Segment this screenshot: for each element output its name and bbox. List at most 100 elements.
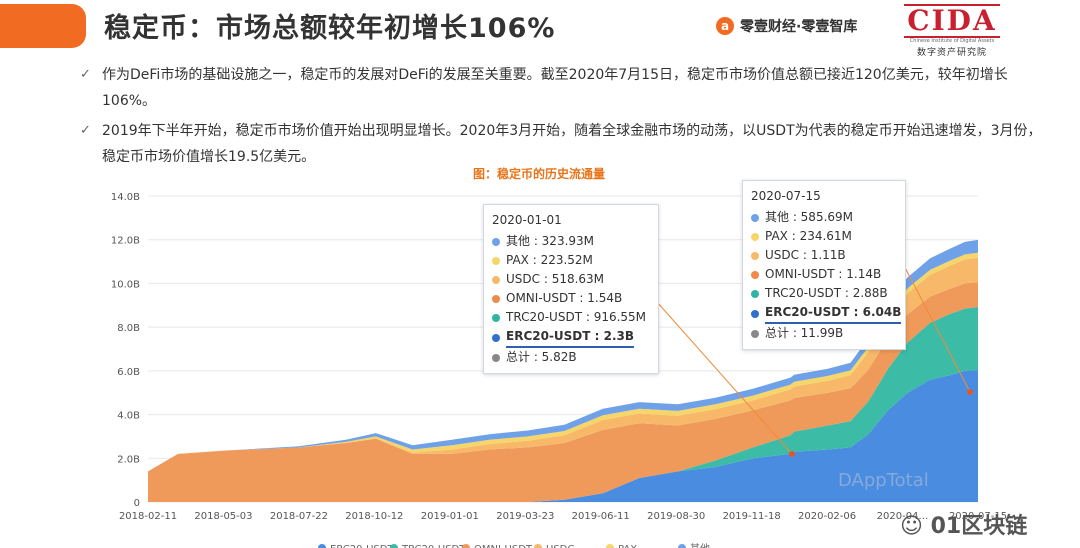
x-tick-label: 2019-03-23 — [496, 511, 554, 522]
tooltip-row-label: TRC20-USDT : 2.88B — [765, 286, 888, 300]
legend-label: USDC — [546, 544, 574, 548]
tooltip-row-label: ERC20-USDT : 2.3B — [506, 327, 635, 348]
series-dot-icon — [751, 270, 759, 279]
x-tick-label: 2019-11-18 — [723, 511, 781, 522]
tooltip-row-label: 总计 : 11.99B — [765, 326, 844, 340]
series-dot-icon — [751, 213, 759, 222]
series-dot-icon — [492, 237, 500, 246]
y-tick-label: 0 — [134, 498, 140, 509]
tooltip-row: 其他 : 585.69M — [751, 208, 897, 227]
tooltip-row-label: PAX : 223.52M — [506, 253, 593, 267]
check-icon: ✓ — [80, 67, 91, 82]
y-tick-label: 14.0B — [111, 192, 140, 203]
cida-english-name: Chinese Institute of Digital Assets — [909, 38, 995, 44]
tooltip-marker — [789, 451, 795, 457]
tooltip-row: PAX : 234.61M — [751, 227, 897, 246]
tooltip-row-label: TRC20-USDT : 916.55M — [506, 310, 647, 324]
tooltip-row: USDC : 1.11B — [751, 246, 897, 265]
tooltip-row-label: OMNI-USDT : 1.54B — [506, 291, 623, 305]
bullet-item: ✓ 2019年下半年开始，稳定币市场价值开始出现明显增长。2020年3月开始，随… — [80, 118, 1042, 170]
x-tick-label: 2019-01-01 — [421, 511, 479, 522]
legend-label: TRC20-USDT — [401, 544, 466, 548]
tooltip-row: USDC : 518.63M — [492, 270, 650, 289]
x-tick-label: 2018-05-03 — [194, 511, 252, 522]
y-tick-label: 10.0B — [111, 279, 140, 290]
bullet-text: 2019年下半年开始，稳定币市场价值开始出现明显增长。2020年3月开始，随着全… — [102, 123, 1042, 165]
cida-logo-text: CIDA — [904, 4, 1000, 38]
y-tick-label: 8.0B — [117, 323, 140, 334]
y-tick-label: 6.0B — [117, 367, 140, 378]
series-dot-icon — [751, 251, 759, 260]
tooltip-row: OMNI-USDT : 1.14B — [751, 265, 897, 284]
tooltip-2020-07-15: 2020-07-15 其他 : 585.69M PAX : 234.61M USDC… — [742, 180, 906, 350]
legend-dot — [534, 544, 542, 548]
x-tick-label: 2019-08-30 — [647, 511, 705, 522]
cida-logo: CIDA Chinese Institute of Digital Assets… — [904, 4, 1000, 58]
tooltip-row: 其他 : 323.93M — [492, 232, 650, 251]
tooltip-row: 总计 : 5.82B — [492, 348, 650, 367]
legend-dot — [678, 544, 686, 548]
tooltip-marker — [967, 389, 973, 395]
x-tick-label: 2020-02-06 — [798, 511, 856, 522]
x-tick-label: 2019-06-11 — [572, 511, 630, 522]
tooltip-row-label: ERC20-USDT : 6.04B — [765, 303, 902, 324]
tooltip-row-label: 其他 : 585.69M — [765, 210, 854, 224]
x-tick-label: 2018-10-12 — [345, 511, 403, 522]
wechat-icon: ☺ — [900, 514, 923, 539]
tooltip-row: PAX : 223.52M — [492, 251, 650, 270]
series-dot-icon — [751, 309, 759, 318]
x-tick-label: 2018-02-11 — [119, 511, 177, 522]
tooltip-row: ERC20-USDT : 6.04B — [751, 303, 902, 324]
area-series-TRC20-USDT — [148, 307, 978, 502]
dapptotal-watermark: DAppTotal — [838, 470, 929, 491]
x-tick-label: 2020-07-15 — [949, 511, 1007, 522]
series-dot-icon — [492, 333, 500, 342]
tooltip-row-label: USDC : 518.63M — [506, 272, 605, 286]
tooltip-row-label: OMNI-USDT : 1.14B — [765, 267, 882, 281]
series-dot-icon — [492, 275, 500, 284]
legend-label: PAX — [618, 544, 637, 548]
y-tick-label: 12.0B — [111, 236, 140, 247]
title-accent-tab — [0, 4, 86, 48]
tooltip-row: 总计 : 11.99B — [751, 324, 897, 343]
series-dot-icon — [492, 294, 500, 303]
tooltip-row: TRC20-USDT : 2.88B — [751, 284, 897, 303]
legend-dot — [318, 544, 326, 548]
series-dot-icon — [751, 289, 759, 298]
chart-title: 图：稳定币的历史流通量 — [473, 167, 606, 181]
brand-name: 零壹财经·零壹智库 — [740, 19, 858, 35]
legend-dot — [606, 544, 614, 548]
check-icon: ✓ — [80, 123, 91, 138]
tooltip-row-label: USDC : 1.11B — [765, 248, 846, 262]
x-tick-label: 2020-04… — [877, 511, 929, 522]
series-dot-icon — [751, 232, 759, 241]
tooltip-row-label: PAX : 234.61M — [765, 229, 852, 243]
tooltip-row-label: 总计 : 5.82B — [506, 350, 577, 364]
tooltip-row: OMNI-USDT : 1.54B — [492, 289, 650, 308]
cida-chinese-name: 数字资产研究院 — [916, 48, 987, 58]
tooltip-date: 2020-07-15 — [751, 189, 821, 203]
legend-label: OMNI-USDT — [474, 544, 533, 548]
series-dot-icon — [492, 353, 500, 362]
area-series-OMNI-USDT — [148, 282, 978, 502]
legend-label: 其他 — [690, 542, 710, 548]
y-tick-label: 4.0B — [117, 411, 140, 422]
watermark-text: 01区块链 — [930, 514, 1028, 539]
logo-icon: a — [716, 17, 734, 35]
y-tick-label: 2.0B — [117, 454, 140, 465]
tooltip-connector — [640, 283, 793, 455]
tooltip-date: 2020-01-01 — [492, 213, 562, 227]
series-dot-icon — [492, 313, 500, 322]
series-dot-icon — [751, 329, 759, 338]
legend-dot — [390, 544, 398, 548]
bullet-text: 作为DeFi市场的基础设施之一，稳定币的发展对DeFi的发展至关重要。截至202… — [102, 67, 1008, 109]
page-title: 稳定币：市场总额较年初增长106% — [104, 13, 556, 44]
area-series-ERC20-USDT — [148, 370, 978, 502]
series-dot-icon — [492, 256, 500, 265]
x-tick-label: 2018-07-22 — [270, 511, 328, 522]
tooltip-row: TRC20-USDT : 916.55M — [492, 308, 650, 327]
legend-label: ERC20-USDT — [330, 544, 394, 548]
legend-dot — [462, 544, 470, 548]
tooltip-2020-01-01: 2020-01-01 其他 : 323.93M PAX : 223.52M USDC… — [483, 204, 659, 374]
tooltip-row-label: 其他 : 323.93M — [506, 234, 595, 248]
